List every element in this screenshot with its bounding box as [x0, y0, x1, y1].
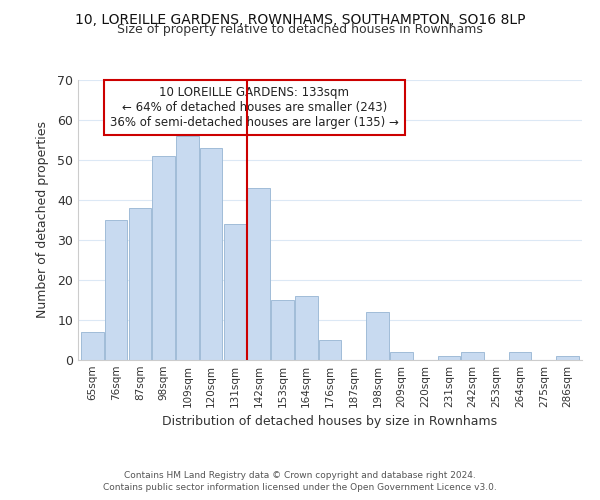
Bar: [200, 148, 223, 360]
Bar: [105, 220, 127, 360]
Y-axis label: Number of detached properties: Number of detached properties: [36, 122, 49, 318]
Text: 10 LOREILLE GARDENS: 133sqm
← 64% of detached houses are smaller (243)
36% of se: 10 LOREILLE GARDENS: 133sqm ← 64% of det…: [110, 86, 399, 128]
Bar: [152, 156, 175, 360]
Bar: [461, 352, 484, 360]
Bar: [556, 356, 579, 360]
Bar: [176, 136, 199, 360]
Bar: [128, 208, 151, 360]
Bar: [271, 300, 294, 360]
Bar: [81, 332, 104, 360]
Bar: [437, 356, 460, 360]
X-axis label: Distribution of detached houses by size in Rownhams: Distribution of detached houses by size …: [163, 416, 497, 428]
Bar: [295, 296, 317, 360]
Bar: [366, 312, 389, 360]
Text: Size of property relative to detached houses in Rownhams: Size of property relative to detached ho…: [117, 22, 483, 36]
Text: 10, LOREILLE GARDENS, ROWNHAMS, SOUTHAMPTON, SO16 8LP: 10, LOREILLE GARDENS, ROWNHAMS, SOUTHAMP…: [75, 12, 525, 26]
Bar: [224, 224, 246, 360]
Bar: [319, 340, 341, 360]
Text: Contains HM Land Registry data © Crown copyright and database right 2024.
Contai: Contains HM Land Registry data © Crown c…: [103, 471, 497, 492]
Bar: [390, 352, 413, 360]
Bar: [509, 352, 532, 360]
Bar: [247, 188, 270, 360]
